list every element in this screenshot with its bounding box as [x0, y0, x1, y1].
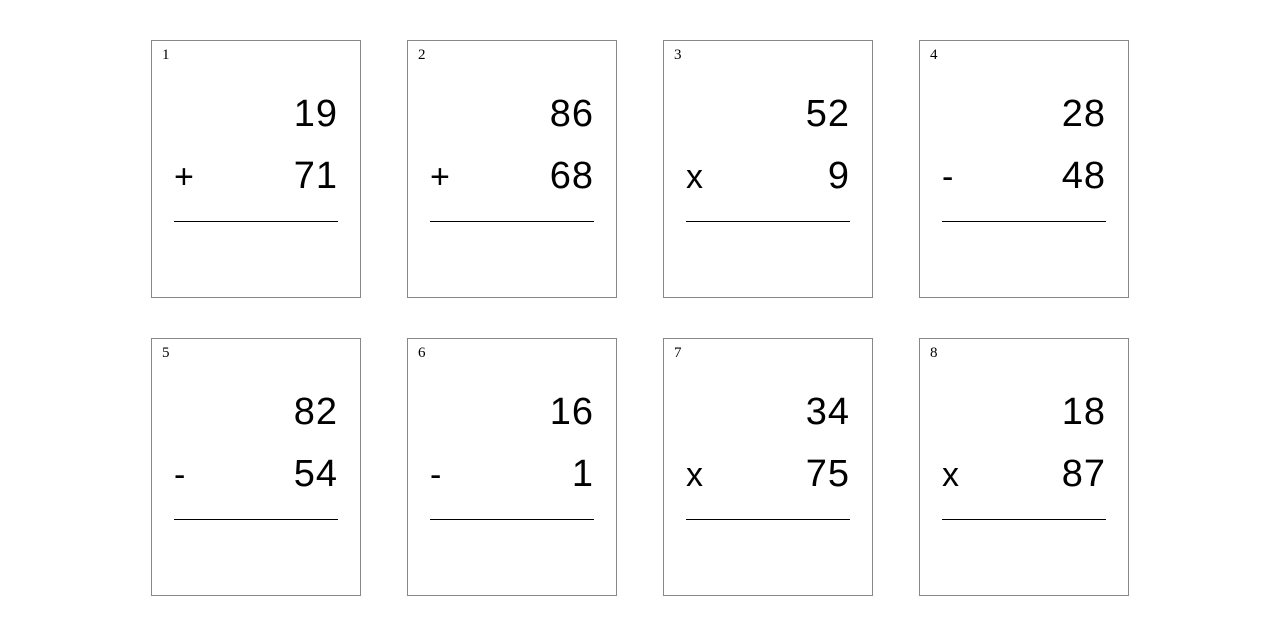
operand-top: 19 [294, 95, 338, 133]
operand-bottom: 54 [294, 455, 338, 493]
problem-body: 34 x 75 [686, 393, 850, 520]
answer-rule [174, 221, 338, 222]
problem-card: 3 52 x 9 [663, 40, 873, 298]
operand-top: 86 [550, 95, 594, 133]
operator: + [430, 160, 460, 194]
problem-card: 5 82 - 54 [151, 338, 361, 596]
operator: + [174, 160, 204, 194]
operand-bottom: 71 [294, 157, 338, 195]
problem-body: 16 - 1 [430, 393, 594, 520]
answer-rule [942, 221, 1106, 222]
operator: - [430, 458, 460, 492]
problem-index: 7 [674, 345, 682, 362]
operand-bottom: 48 [1062, 157, 1106, 195]
operand-top: 52 [806, 95, 850, 133]
problem-card: 6 16 - 1 [407, 338, 617, 596]
operand-top: 18 [1062, 393, 1106, 431]
problem-body: 52 x 9 [686, 95, 850, 222]
problem-index: 5 [162, 345, 170, 362]
problem-index: 3 [674, 47, 682, 64]
problem-body: 86 + 68 [430, 95, 594, 222]
problem-body: 82 - 54 [174, 393, 338, 520]
problem-body: 19 + 71 [174, 95, 338, 222]
worksheet-grid: 1 19 + 71 2 86 + 68 3 [0, 0, 1280, 640]
problem-index: 1 [162, 47, 170, 64]
answer-rule [686, 519, 850, 520]
operand-bottom: 9 [828, 157, 850, 195]
operator: - [942, 160, 972, 194]
problem-body: 18 x 87 [942, 393, 1106, 520]
operand-top: 16 [550, 393, 594, 431]
answer-rule [686, 221, 850, 222]
operand-top: 28 [1062, 95, 1106, 133]
problem-card: 8 18 x 87 [919, 338, 1129, 596]
problem-index: 6 [418, 345, 426, 362]
problem-index: 2 [418, 47, 426, 64]
problem-index: 4 [930, 47, 938, 64]
operator: x [942, 458, 972, 492]
problem-card: 4 28 - 48 [919, 40, 1129, 298]
operand-top: 82 [294, 393, 338, 431]
operand-bottom: 1 [572, 455, 594, 493]
operator: x [686, 160, 716, 194]
answer-rule [430, 221, 594, 222]
problem-card: 1 19 + 71 [151, 40, 361, 298]
operand-top: 34 [806, 393, 850, 431]
operand-bottom: 87 [1062, 455, 1106, 493]
problem-index: 8 [930, 345, 938, 362]
problem-body: 28 - 48 [942, 95, 1106, 222]
operand-bottom: 68 [550, 157, 594, 195]
operator: x [686, 458, 716, 492]
answer-rule [174, 519, 338, 520]
answer-rule [430, 519, 594, 520]
problem-card: 2 86 + 68 [407, 40, 617, 298]
problem-card: 7 34 x 75 [663, 338, 873, 596]
operand-bottom: 75 [806, 455, 850, 493]
operator: - [174, 458, 204, 492]
answer-rule [942, 519, 1106, 520]
